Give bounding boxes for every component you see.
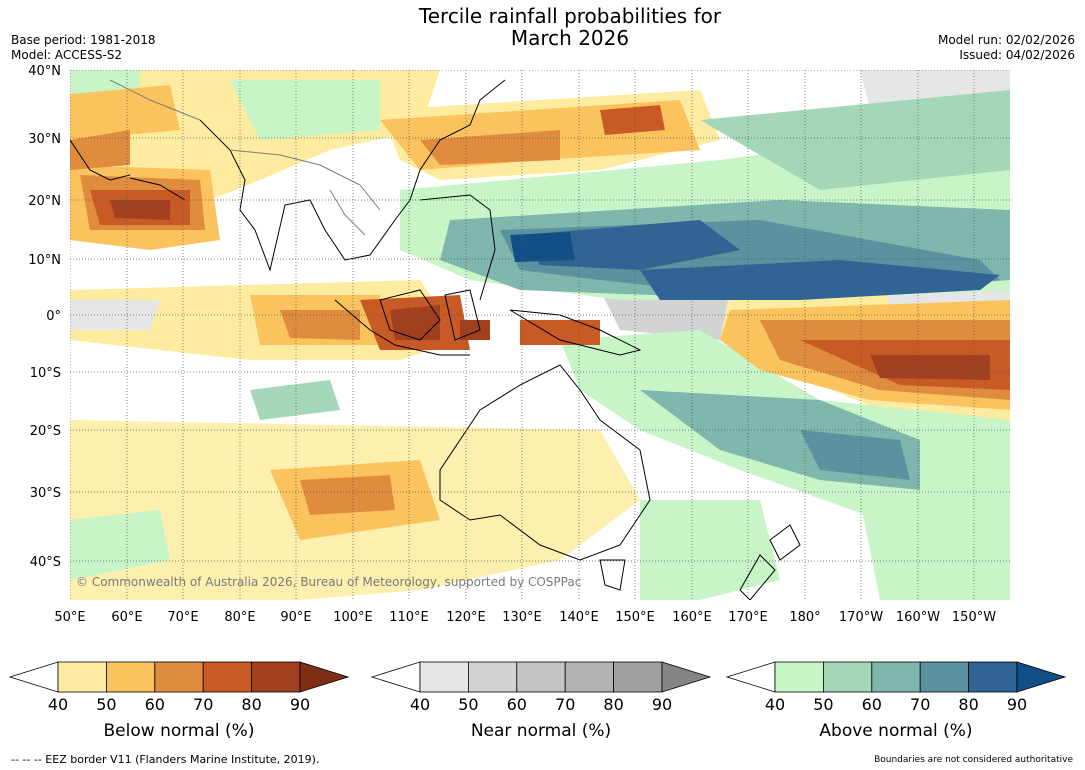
legend-swatch	[774, 661, 824, 693]
country-borders	[109, 79, 381, 236]
lon-label: 100°E	[333, 610, 373, 625]
legend-title: Near normal (%)	[471, 721, 611, 741]
legend-over-arrow	[1016, 661, 1067, 693]
legend-under-arrow	[725, 661, 776, 693]
rainfall-fields	[70, 70, 1010, 600]
lat-label: 10°S	[30, 366, 61, 381]
map-area	[70, 70, 1010, 600]
lat-label: 30°S	[30, 486, 61, 501]
legend-tick: 60	[862, 695, 882, 714]
lon-label: 160°W	[896, 610, 940, 625]
legend-tick: 40	[410, 695, 430, 714]
lon-label: 120°E	[446, 610, 486, 625]
legend-swatch	[871, 661, 921, 693]
title-line-1: Tercile rainfall probabilities for	[418, 4, 722, 28]
legend-2: 40 50 60 70 80 90 Near normal (%)	[370, 661, 712, 741]
lon-label: 50°E	[54, 610, 85, 625]
legend-under-arrow	[370, 661, 421, 693]
legend-tick: 40	[765, 695, 785, 714]
legend-tick: 40	[48, 695, 68, 714]
base-info: Base period: 1981-2018 Model: ACCESS-S2	[11, 33, 156, 63]
legend-swatch	[467, 661, 518, 693]
legend-swatch	[968, 661, 1018, 693]
legend-swatch	[154, 661, 204, 693]
lon-label: 130°E	[502, 610, 542, 625]
lon-label: 140°E	[559, 610, 599, 625]
lat-label: 30°N	[28, 132, 61, 147]
legend-swatch	[823, 661, 873, 693]
eez-note: -- -- -- EEZ border V11 (Flanders Marine…	[11, 753, 320, 766]
lon-label: 70°E	[167, 610, 198, 625]
base-period: Base period: 1981-2018	[11, 33, 156, 47]
legend-swatch	[202, 661, 252, 693]
legend-tick: 50	[813, 695, 833, 714]
lat-label: 20°S	[30, 424, 61, 439]
legend-tick: 90	[1007, 695, 1027, 714]
lon-label: 160°E	[672, 610, 712, 625]
lon-label: 150°W	[952, 610, 996, 625]
legend-over-arrow	[299, 661, 350, 693]
legend-title: Below normal (%)	[104, 721, 255, 741]
legend-1: 40 50 60 70 80 90 Below normal (%)	[8, 661, 350, 741]
legend-swatch	[613, 661, 663, 693]
legend-tick: 50	[96, 695, 116, 714]
latitude-labels: 40°N 30°N 20°N 10°N 0° 10°S 20°S 30°S 40°S	[28, 64, 61, 570]
legend-swatch	[516, 661, 566, 693]
legend-swatch	[106, 661, 156, 693]
lon-label: 180°	[789, 610, 820, 625]
model-name: Model: ACCESS-S2	[11, 48, 123, 62]
legend-tick: 90	[652, 695, 672, 714]
lon-label: 110°E	[389, 610, 429, 625]
legend-tick: 80	[603, 695, 623, 714]
map-title: Tercile rainfall probabilities for March…	[320, 5, 820, 49]
legend-tick: 50	[458, 695, 478, 714]
lat-label: 40°N	[28, 64, 61, 79]
lon-label: 80°E	[224, 610, 255, 625]
legend-tick: 60	[507, 695, 527, 714]
lon-label: 90°E	[280, 610, 311, 625]
legend-swatch	[57, 661, 107, 693]
boundary-disclaimer: Boundaries are not considered authoritat…	[874, 755, 1073, 765]
legend-tick: 70	[910, 695, 930, 714]
lat-label: 10°N	[28, 253, 61, 268]
lat-label: 20°N	[28, 194, 61, 209]
legend-tick: 80	[958, 695, 978, 714]
legend-tick: 80	[241, 695, 261, 714]
legend-under-arrow	[8, 661, 59, 693]
lat-label: 0°	[46, 309, 61, 324]
model-run-date: Model run: 02/02/2026	[937, 33, 1075, 47]
graticule	[70, 70, 1010, 600]
legend-over-arrow	[661, 661, 712, 693]
lat-label: 40°S	[30, 555, 61, 570]
colour-legends: 40 50 60 70 80 90 Below normal (%) 40 50 60 70 80 90…	[8, 661, 1067, 741]
legend-tick: 60	[145, 695, 165, 714]
longitude-labels: 50°E 60°E 70°E 80°E 90°E 100°E 110°E 120°E 130°E…	[54, 610, 996, 625]
legend-tick: 70	[193, 695, 213, 714]
lon-label: 60°E	[111, 610, 142, 625]
legend-swatch	[251, 661, 301, 693]
lon-label: 150°E	[615, 610, 655, 625]
run-info: Model run: 02/02/2026 Issued: 04/02/2026	[938, 33, 1075, 63]
legend-tick: 90	[290, 695, 310, 714]
legend-swatch	[564, 661, 615, 693]
lon-label: 170°E	[728, 610, 768, 625]
issued-date: Issued: 04/02/2026	[959, 48, 1075, 62]
legend-tick: 70	[555, 695, 575, 714]
lon-label: 170°W	[839, 610, 883, 625]
copyright-text: © Commonwealth of Australia 2026, Bureau…	[76, 575, 581, 589]
legend-3: 40 50 60 70 80 90 Above normal (%)	[725, 661, 1067, 741]
title-line-2: March 2026	[510, 26, 630, 50]
legend-swatch	[419, 661, 469, 693]
legend-swatch	[919, 661, 970, 693]
legend-title: Above normal (%)	[819, 721, 972, 741]
